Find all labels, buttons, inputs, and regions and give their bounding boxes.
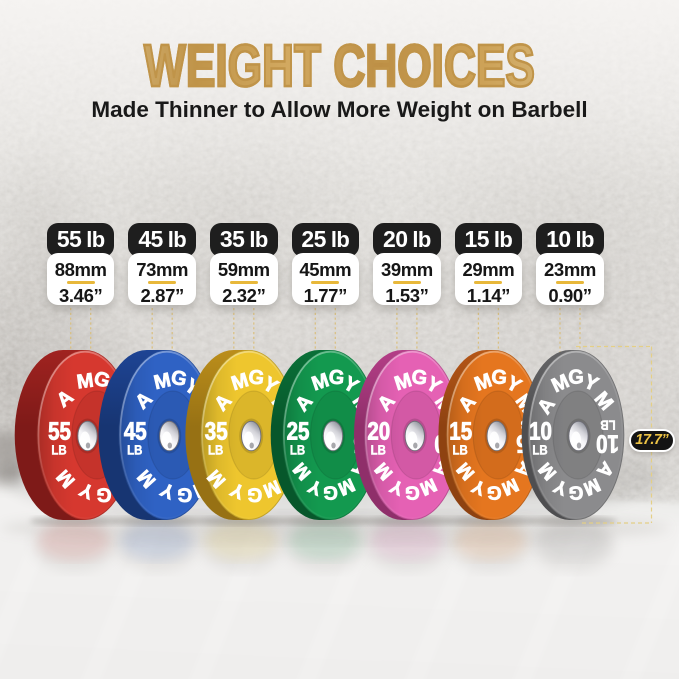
svg-text:G: G: [247, 483, 263, 506]
svg-text:M: M: [309, 369, 332, 395]
svg-text:M: M: [472, 369, 495, 395]
svg-text:M: M: [152, 369, 173, 394]
svg-text:G: G: [487, 482, 502, 503]
svg-text:15: 15: [449, 418, 472, 446]
svg-text:G: G: [328, 366, 346, 390]
svg-text:45: 45: [124, 418, 147, 446]
svg-text:G: G: [177, 483, 193, 506]
svg-text:LB: LB: [371, 443, 387, 458]
svg-text:LB: LB: [532, 443, 548, 458]
svg-text:M: M: [75, 369, 95, 393]
svg-text:LB: LB: [290, 443, 306, 458]
svg-text:M: M: [229, 369, 251, 395]
svg-text:LB: LB: [208, 443, 224, 458]
svg-text:G: G: [247, 366, 265, 390]
svg-text:M: M: [392, 369, 415, 395]
svg-text:G: G: [410, 366, 428, 390]
svg-text:G: G: [323, 482, 338, 503]
svg-text:G: G: [96, 483, 112, 506]
svg-text:10: 10: [529, 418, 552, 446]
svg-text:LB: LB: [600, 418, 616, 433]
svg-text:LB: LB: [453, 443, 469, 458]
svg-text:20: 20: [367, 418, 390, 446]
svg-text:35: 35: [205, 418, 228, 446]
svg-text:10: 10: [596, 430, 619, 458]
svg-text:G: G: [405, 482, 420, 503]
svg-text:G: G: [169, 366, 189, 391]
svg-text:LB: LB: [51, 443, 67, 458]
svg-text:G: G: [569, 482, 584, 503]
svg-text:G: G: [568, 367, 584, 389]
svg-text:25: 25: [287, 418, 310, 446]
svg-text:LB: LB: [127, 443, 143, 458]
svg-text:55: 55: [48, 418, 71, 446]
svg-text:G: G: [490, 366, 507, 389]
